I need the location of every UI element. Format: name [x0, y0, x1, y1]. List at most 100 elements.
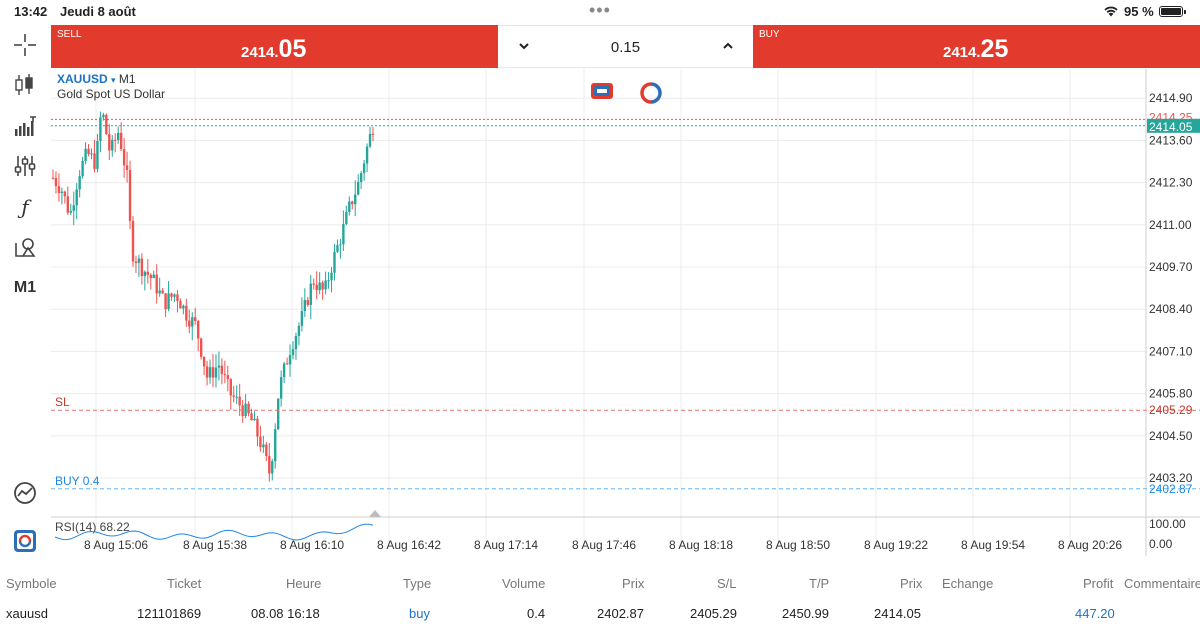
candle-body — [188, 320, 191, 327]
candle-body — [371, 133, 375, 135]
buy-label: BUY — [759, 29, 780, 40]
timeframe-button[interactable]: M1 — [10, 273, 40, 303]
candle-body — [226, 375, 230, 380]
crosshair-icon[interactable] — [10, 30, 40, 60]
candle-body — [303, 299, 307, 312]
candle-body — [78, 176, 81, 190]
objects-icon[interactable] — [10, 232, 40, 262]
cell-volume: 0.4 — [527, 606, 546, 621]
price-chart[interactable]: 2414.90 2413.60 2412.30 2411.00 2409.70 2408.… — [51, 69, 1200, 556]
sl-price-label: 2405.29 — [1149, 403, 1193, 417]
table-row[interactable]: xauusd 121101869 08.08 16:18 buy 0.4 240… — [0, 600, 1200, 626]
candle-body — [69, 210, 72, 213]
chart-type-icon[interactable] — [10, 70, 40, 100]
rsi-line — [54, 523, 374, 541]
sell-price: 2414.05 — [241, 35, 307, 63]
candle-body — [223, 374, 227, 376]
col-symbol[interactable]: Symbole — [6, 576, 57, 591]
col-swap[interactable]: Echange — [942, 576, 994, 591]
buy-button[interactable]: BUY 2414.25 — [753, 25, 1200, 68]
y-tick-label: 2409.70 — [1149, 260, 1193, 274]
candle-body — [167, 293, 170, 310]
candle-body — [348, 201, 351, 212]
sell-label: SELL — [57, 29, 82, 40]
trade-app-icon[interactable] — [10, 526, 40, 556]
chevron-down-icon[interactable] — [516, 38, 532, 54]
candle-body — [214, 367, 218, 378]
bid-price-label: 2414.05 — [1149, 120, 1193, 134]
x-tick-label: 8 Aug 15:06 — [84, 538, 148, 552]
candle-body — [140, 258, 144, 277]
candle-body — [119, 132, 123, 150]
symbol-name: XAUUSD — [57, 72, 108, 86]
y-tick-label: 2412.30 — [1149, 176, 1193, 190]
market-sentiment-icon[interactable] — [640, 82, 662, 104]
battery-percent: 95 % — [1124, 4, 1154, 19]
cell-symbol: xauusd — [6, 606, 48, 621]
candle-body — [250, 413, 253, 421]
battery-icon — [1159, 6, 1186, 17]
symbol-description: Gold Spot US Dollar — [57, 87, 166, 101]
chart-scroll-marker — [369, 510, 381, 517]
cell-ticket: 121101869 — [137, 606, 202, 621]
candle-body — [306, 299, 310, 305]
multitask-dots[interactable]: ••• — [589, 0, 611, 20]
candle-body — [217, 365, 221, 368]
y-tick-label: 2408.40 — [1149, 302, 1193, 316]
candle-body — [247, 403, 250, 414]
one-click-trading-icon[interactable] — [591, 83, 613, 99]
candle-body — [265, 444, 268, 457]
candle-body — [146, 271, 150, 275]
candle-body — [321, 282, 324, 290]
signals-icon[interactable] — [10, 478, 40, 508]
cell-profit: 447.20 — [1075, 606, 1115, 621]
candle-body — [185, 305, 188, 321]
col-type[interactable]: Type — [403, 576, 432, 591]
candle-body — [297, 325, 301, 337]
function-icon[interactable]: ƒ — [21, 195, 29, 219]
chart-canvas[interactable]: 2414.90 2413.60 2412.30 2411.00 2409.70 2408.… — [51, 69, 1200, 556]
candle-body — [312, 283, 315, 285]
volume-value[interactable]: 0.15 — [610, 39, 641, 56]
candle-body — [244, 403, 247, 416]
candle-body — [274, 429, 277, 462]
cell-type: buy — [409, 606, 430, 621]
candle-body — [66, 196, 70, 213]
candle-body — [333, 251, 336, 273]
candle-body — [149, 274, 152, 279]
y-tick-label: 2411.00 — [1149, 218, 1192, 232]
col-ticket[interactable]: Ticket — [167, 576, 202, 591]
x-tick-label: 8 Aug 19:54 — [961, 538, 1025, 552]
candle-body — [253, 418, 256, 421]
rsi-tick-100: 100.00 — [1149, 517, 1186, 531]
y-tick-label: 2403.20 — [1149, 471, 1193, 485]
candle-body — [170, 293, 173, 297]
symbol-dropdown-icon[interactable]: ▾ — [111, 75, 116, 85]
settings-sliders-icon[interactable] — [10, 151, 40, 181]
indicators-icon[interactable] — [10, 111, 40, 141]
candle-body — [60, 191, 64, 193]
col-time[interactable]: Heure — [286, 576, 322, 591]
col-price-open[interactable]: Prix — [622, 576, 645, 591]
candle-body — [111, 139, 114, 151]
symbol-header[interactable]: XAUUSD ▾ M1 — [57, 72, 136, 86]
sell-button[interactable]: SELL 2414.05 — [51, 25, 498, 68]
cell-price-current: 2414.05 — [874, 606, 921, 621]
candle-body — [365, 146, 369, 164]
candle-body — [309, 283, 312, 305]
candle-body — [105, 114, 108, 135]
col-profit[interactable]: Profit — [1083, 576, 1114, 591]
col-tp[interactable]: T/P — [809, 576, 830, 591]
candle-body — [285, 363, 289, 365]
chevron-up-icon[interactable] — [720, 38, 736, 54]
col-volume[interactable]: Volume — [502, 576, 546, 591]
candle-body — [235, 396, 238, 398]
col-price-current[interactable]: Prix — [900, 576, 923, 591]
candle-body — [300, 311, 304, 326]
candle-body — [330, 272, 333, 281]
col-sl[interactable]: S/L — [717, 576, 737, 591]
x-tick-label: 8 Aug 15:38 — [183, 538, 247, 552]
candle-body — [229, 379, 232, 396]
col-comment[interactable]: Commentaire — [1124, 576, 1200, 591]
candle-body — [291, 349, 295, 356]
